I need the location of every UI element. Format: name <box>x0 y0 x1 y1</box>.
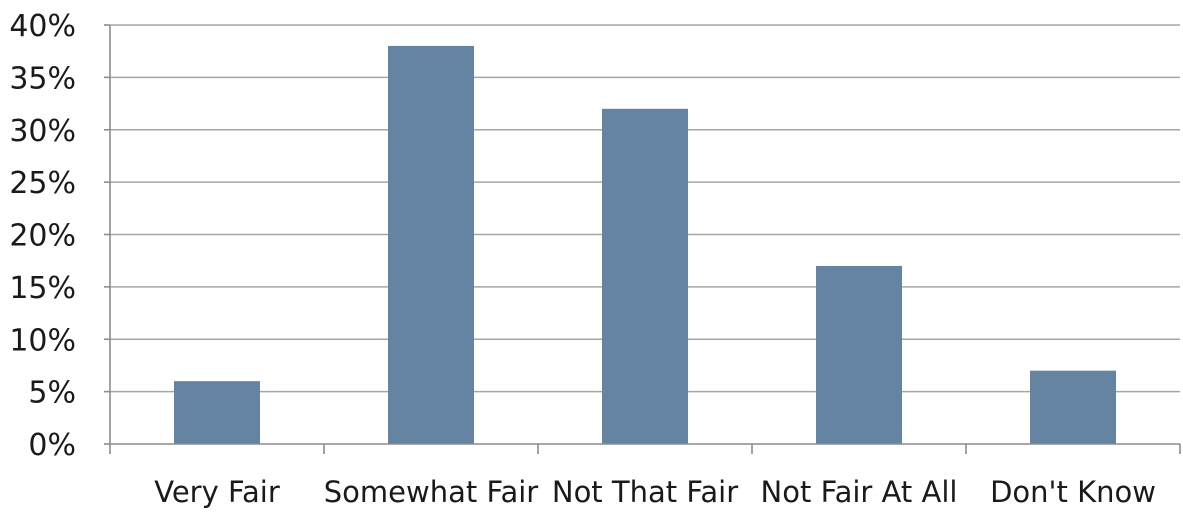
bar-not-that-fair <box>602 108 688 445</box>
y-tick-label: 10% <box>9 323 76 358</box>
y-tick-label: 40% <box>9 9 76 44</box>
labels: 0% 5% 10% 15% 20% 25% 30% 35% 40% Very Fair Somewh… <box>9 9 1156 509</box>
x-tick-label: Very Fair <box>154 475 280 508</box>
y-tick-label: 35% <box>9 61 76 96</box>
y-tick-label: 20% <box>9 219 76 254</box>
y-tick-label: 0% <box>28 428 76 463</box>
y-tick-label: 25% <box>9 166 76 201</box>
y-tick-label: 30% <box>9 114 76 149</box>
x-tick-label: Not That Fair <box>552 475 738 508</box>
x-tick-label: Don't Know <box>990 475 1156 508</box>
bars <box>174 45 1116 445</box>
y-tick-label: 15% <box>9 271 76 306</box>
x-tick-label: Not Fair At All <box>761 475 958 508</box>
bar-somewhat-fair <box>388 45 474 444</box>
bar-not-fair-at-all <box>816 265 902 444</box>
axes <box>104 24 1181 454</box>
x-tick-label: Somewhat Fair <box>324 475 539 508</box>
y-tick-label: 5% <box>28 376 76 411</box>
bar-very-fair <box>174 381 260 444</box>
bar-don-t-know <box>1030 370 1116 444</box>
